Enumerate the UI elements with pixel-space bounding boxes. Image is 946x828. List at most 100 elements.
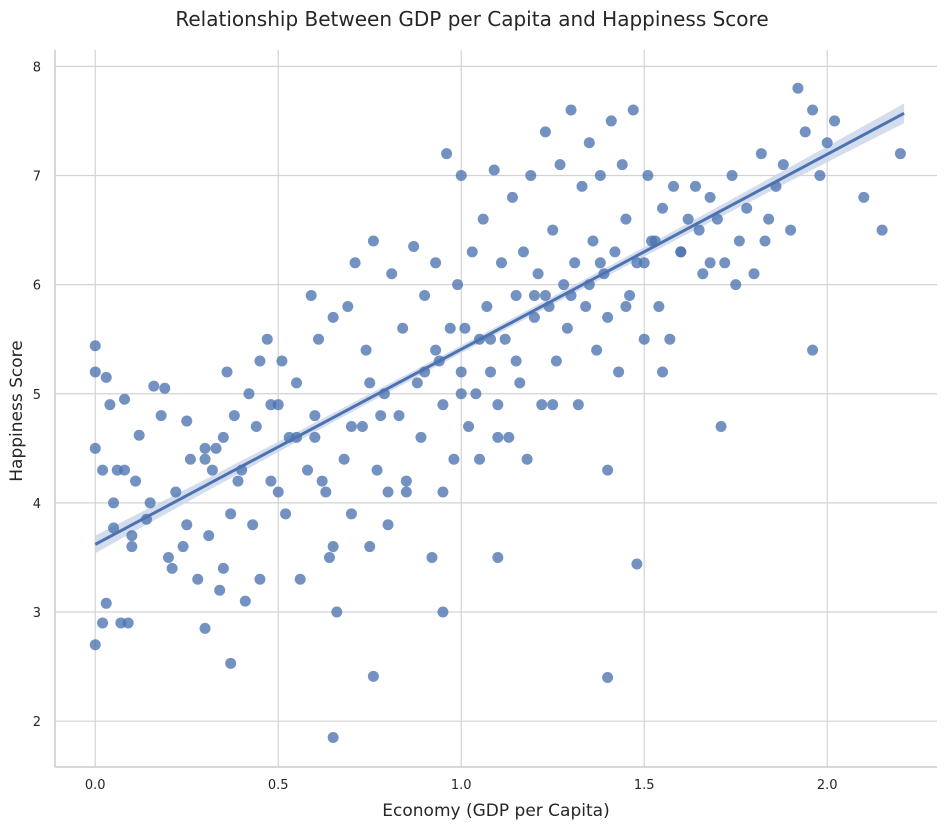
data-point	[342, 300, 354, 312]
data-point	[455, 388, 467, 400]
data-point	[821, 137, 833, 149]
data-point	[858, 191, 870, 203]
data-point	[517, 246, 529, 258]
data-point	[470, 388, 482, 400]
data-point	[561, 322, 573, 334]
data-point	[265, 399, 277, 411]
data-point	[426, 551, 438, 563]
data-point	[481, 300, 493, 312]
data-point	[192, 573, 204, 585]
data-point	[203, 530, 215, 542]
data-point	[763, 213, 775, 225]
data-point	[239, 595, 251, 607]
data-point	[184, 453, 196, 465]
data-point	[711, 213, 723, 225]
data-point	[444, 322, 456, 334]
data-point	[455, 366, 467, 378]
data-point	[327, 541, 339, 553]
y-tick-label: 2	[33, 715, 41, 730]
data-point	[356, 421, 368, 433]
data-point	[210, 442, 222, 454]
data-point	[144, 497, 156, 509]
data-point	[130, 475, 142, 487]
data-point	[609, 246, 621, 258]
data-point	[393, 410, 405, 422]
data-point	[100, 371, 112, 383]
y-tick-label: 7	[33, 170, 41, 185]
x-tick-label: 0.0	[85, 778, 106, 793]
data-point	[485, 366, 497, 378]
data-point	[313, 333, 325, 345]
data-point	[627, 104, 639, 116]
data-point	[759, 235, 771, 247]
data-point	[323, 551, 335, 563]
data-point	[408, 240, 420, 252]
data-point	[667, 180, 679, 192]
data-point	[799, 126, 811, 138]
data-point	[657, 202, 669, 214]
data-point	[550, 355, 562, 367]
data-point	[587, 235, 599, 247]
data-point	[616, 159, 628, 171]
data-point	[199, 453, 211, 465]
data-point	[452, 279, 464, 291]
data-point	[104, 399, 116, 411]
data-point	[327, 311, 339, 323]
data-point	[565, 104, 577, 116]
data-point	[704, 191, 716, 203]
data-point	[159, 382, 171, 394]
data-point	[605, 115, 617, 127]
data-point	[631, 558, 643, 570]
data-point	[514, 377, 526, 389]
data-point	[602, 464, 614, 476]
data-point	[499, 333, 511, 345]
data-point	[437, 486, 449, 498]
data-point	[217, 431, 229, 443]
data-point	[536, 399, 548, 411]
data-point	[528, 290, 540, 302]
regression-line	[94, 111, 905, 546]
data-point	[620, 213, 632, 225]
data-point	[554, 159, 566, 171]
grid-lines	[55, 50, 937, 767]
data-point	[653, 300, 665, 312]
data-point	[580, 300, 592, 312]
data-point	[510, 355, 522, 367]
data-point	[166, 562, 178, 574]
data-point	[148, 380, 160, 392]
data-point	[371, 464, 383, 476]
data-point	[463, 421, 475, 433]
regression-line-group	[94, 111, 905, 546]
data-point	[327, 732, 339, 744]
tick-labels: 0.0 0.5 1.0 1.5 2.0 2 3 4 5 6 7 8	[33, 60, 838, 793]
data-point	[419, 290, 431, 302]
data-point	[583, 137, 595, 149]
data-point	[338, 453, 350, 465]
data-point	[459, 322, 471, 334]
data-point	[254, 573, 266, 585]
data-point	[199, 622, 211, 634]
data-point	[276, 355, 288, 367]
x-tick-label: 1.5	[634, 778, 655, 793]
data-point	[430, 344, 442, 356]
data-point	[569, 257, 581, 269]
data-point	[792, 82, 804, 94]
data-point	[345, 508, 357, 520]
data-point	[602, 311, 614, 323]
data-point	[441, 148, 453, 160]
data-point	[521, 453, 533, 465]
data-point	[430, 257, 442, 269]
data-point	[591, 344, 603, 356]
data-point	[100, 597, 112, 609]
data-point	[664, 333, 676, 345]
data-point	[232, 475, 244, 487]
data-point	[294, 573, 306, 585]
data-point	[657, 366, 669, 378]
data-point	[807, 104, 819, 116]
data-point	[360, 344, 372, 356]
data-point	[807, 344, 819, 356]
data-point	[558, 279, 570, 291]
data-point	[572, 399, 584, 411]
data-point	[638, 333, 650, 345]
